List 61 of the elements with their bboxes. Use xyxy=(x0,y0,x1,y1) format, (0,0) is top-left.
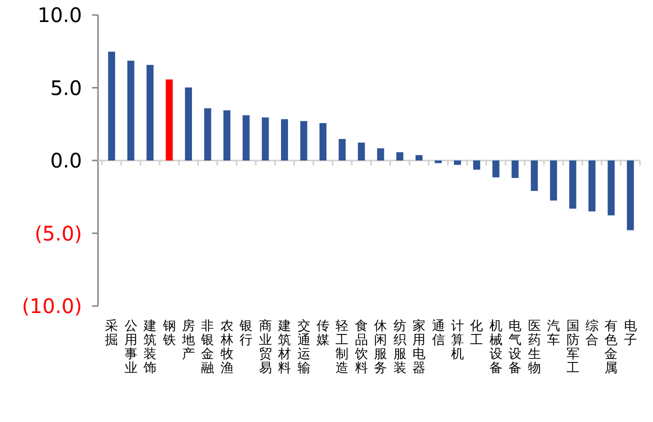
x-tick-label: 建筑材料 xyxy=(277,319,292,376)
bar xyxy=(262,117,269,160)
bar xyxy=(416,155,423,160)
bar xyxy=(184,87,192,160)
bar xyxy=(108,52,116,160)
bar xyxy=(396,152,404,160)
x-tick-label: 综合 xyxy=(585,319,598,348)
x-tick-label: 电子 xyxy=(624,319,637,348)
bar xyxy=(434,160,442,164)
x-tick-label: 轻工制造 xyxy=(336,319,349,376)
x-tick-label: 汽车 xyxy=(547,319,560,348)
bar xyxy=(512,160,519,178)
bar xyxy=(530,160,538,191)
y-tick-label: (5.0) xyxy=(34,221,82,246)
bar xyxy=(242,115,250,160)
x-tick-label: 家用电器 xyxy=(412,318,426,376)
x-tick-label: 国防军工 xyxy=(566,319,580,376)
bar xyxy=(127,60,134,160)
bar xyxy=(608,160,615,216)
bar xyxy=(223,110,230,160)
x-tick-label: 有色金属 xyxy=(604,319,618,376)
bar xyxy=(454,160,461,165)
bar xyxy=(626,160,634,230)
x-tick-label: 钢铁 xyxy=(162,319,176,348)
bar xyxy=(588,160,596,212)
x-tick-label: 交通运输 xyxy=(297,318,310,376)
x-tick-label: 建筑装饰 xyxy=(142,319,157,376)
x-tick-label: 化工 xyxy=(470,319,484,348)
y-tick-label: (10.0) xyxy=(22,294,82,318)
x-tick-label: 食品饮料 xyxy=(354,319,368,376)
bar xyxy=(338,138,346,160)
x-tick-label: 房地产 xyxy=(180,318,195,362)
bar xyxy=(358,142,365,160)
bar xyxy=(473,160,480,170)
x-tick-label: 传媒 xyxy=(316,319,330,348)
x-tick-label: 商业贸易 xyxy=(258,319,272,376)
x-tick-label: 非银金融 xyxy=(200,319,214,376)
x-tick-label: 农林牧渔 xyxy=(219,319,234,376)
x-tick-label: 计算机 xyxy=(450,319,464,362)
x-tick-label: 银行 xyxy=(238,319,253,348)
bar xyxy=(569,160,576,209)
x-tick-label: 公用事业 xyxy=(124,319,138,376)
bar xyxy=(146,64,154,160)
bar xyxy=(166,79,173,160)
x-tick-label: 纺织服装 xyxy=(393,319,406,376)
x-tick-label: 休闲服务 xyxy=(374,319,388,376)
bar xyxy=(300,121,308,160)
x-tick-label: 医药生物 xyxy=(528,319,541,376)
y-tick-label: 0.0 xyxy=(50,148,82,172)
bar xyxy=(204,108,212,160)
x-tick-label: 通信 xyxy=(432,319,445,348)
bar xyxy=(281,119,288,160)
y-tick-label: 5.0 xyxy=(50,76,82,100)
bar xyxy=(492,160,500,178)
x-tick-label: 机械设备 xyxy=(489,319,502,376)
bar xyxy=(377,148,384,160)
bar xyxy=(319,123,326,160)
bar xyxy=(550,160,558,201)
y-tick-label: 10.0 xyxy=(37,3,82,27)
x-tick-label: 采掘 xyxy=(105,319,118,348)
x-tick-label: 电气设备 xyxy=(508,319,522,376)
